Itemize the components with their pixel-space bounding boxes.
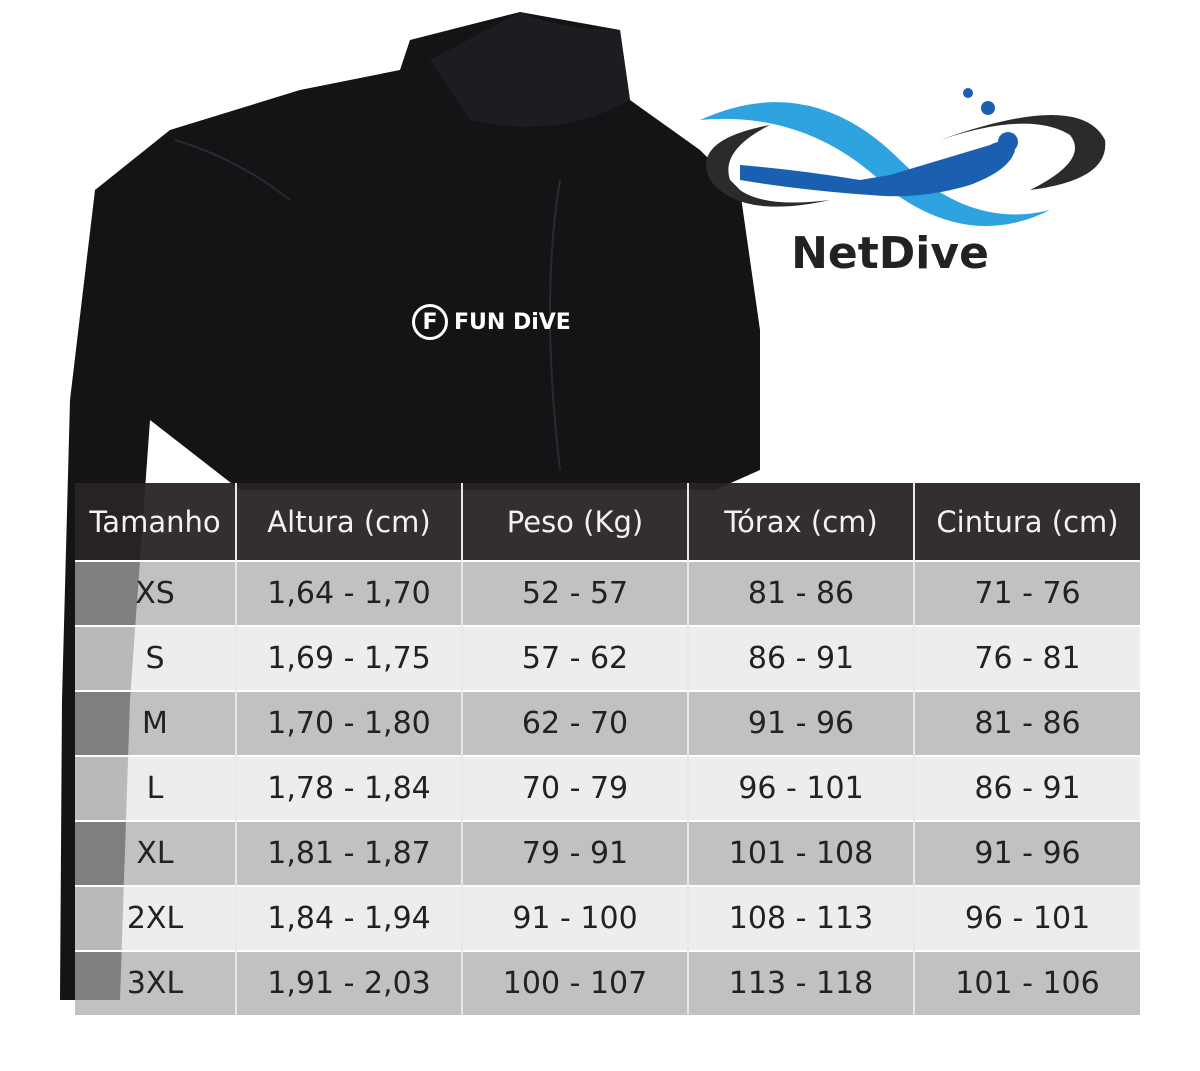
cell-peso: 100 - 107	[461, 950, 688, 1015]
table-row: S 1,69 - 1,75 57 - 62 86 - 91 76 - 81	[75, 625, 1140, 691]
table-row: 3XL 1,91 - 2,03 100 - 107 113 - 118 101 - 10…	[75, 950, 1140, 1015]
table-row: XS 1,64 - 1,70 52 - 57 81 - 86 71 - 76	[75, 560, 1140, 626]
cell-torax: 86 - 91	[687, 625, 914, 691]
cell-cintura: 81 - 86	[913, 690, 1140, 756]
cell-torax: 81 - 86	[687, 560, 914, 626]
cell-cintura: 96 - 101	[913, 885, 1140, 951]
cell-cintura: 91 - 96	[913, 820, 1140, 886]
table-row: L 1,78 - 1,84 70 - 79 96 - 101 86 - 91	[75, 755, 1140, 821]
cell-altura: 1,70 - 1,80	[235, 690, 462, 756]
size-chart-table: Tamanho Altura (cm) Peso (Kg) Tórax (cm)…	[75, 483, 1140, 1015]
cell-altura: 1,91 - 2,03	[235, 950, 462, 1015]
f-badge-icon: F	[412, 304, 448, 340]
cell-altura: 1,81 - 1,87	[235, 820, 462, 886]
table-row: 2XL 1,84 - 1,94 91 - 100 108 - 113 96 - 101	[75, 885, 1140, 951]
cell-torax: 96 - 101	[687, 755, 914, 821]
cell-torax: 113 - 118	[687, 950, 914, 1015]
cell-peso: 91 - 100	[461, 885, 688, 951]
netdive-brand-name: NetDive	[791, 228, 989, 279]
cell-altura: 1,69 - 1,75	[235, 625, 462, 691]
cell-altura: 1,64 - 1,70	[235, 560, 462, 626]
cell-torax: 91 - 96	[687, 690, 914, 756]
cell-cintura: 71 - 76	[913, 560, 1140, 626]
cell-peso: 52 - 57	[461, 560, 688, 626]
cell-peso: 62 - 70	[461, 690, 688, 756]
header-torax: Tórax (cm)	[687, 483, 914, 561]
cell-cintura: 101 - 106	[913, 950, 1140, 1015]
cell-altura: 1,78 - 1,84	[235, 755, 462, 821]
cell-size: M	[75, 690, 236, 756]
header-peso: Peso (Kg)	[461, 483, 688, 561]
cell-peso: 79 - 91	[461, 820, 688, 886]
cell-altura: 1,84 - 1,94	[235, 885, 462, 951]
header-cintura: Cintura (cm)	[913, 483, 1140, 561]
cell-size: XS	[75, 560, 236, 626]
cell-size: L	[75, 755, 236, 821]
header-altura: Altura (cm)	[235, 483, 462, 561]
cell-size: XL	[75, 820, 236, 886]
cell-cintura: 76 - 81	[913, 625, 1140, 691]
table-row: XL 1,81 - 1,87 79 - 91 101 - 108 91 - 96	[75, 820, 1140, 886]
header-tamanho: Tamanho	[75, 483, 236, 561]
netdive-logo-icon	[700, 88, 1106, 226]
cell-size: 2XL	[75, 885, 236, 951]
shirt-logo-text: FUN DiVE	[454, 309, 571, 335]
cell-torax: 101 - 108	[687, 820, 914, 886]
cell-peso: 70 - 79	[461, 755, 688, 821]
table-row: M 1,70 - 1,80 62 - 70 91 - 96 81 - 86	[75, 690, 1140, 756]
table-header-row: Tamanho Altura (cm) Peso (Kg) Tórax (cm)…	[75, 483, 1140, 561]
cell-torax: 108 - 113	[687, 885, 914, 951]
fun-dive-shirt-logo: F FUN DiVE	[412, 304, 571, 340]
cell-cintura: 86 - 91	[913, 755, 1140, 821]
cell-size: 3XL	[75, 950, 236, 1015]
cell-size: S	[75, 625, 236, 691]
cell-peso: 57 - 62	[461, 625, 688, 691]
